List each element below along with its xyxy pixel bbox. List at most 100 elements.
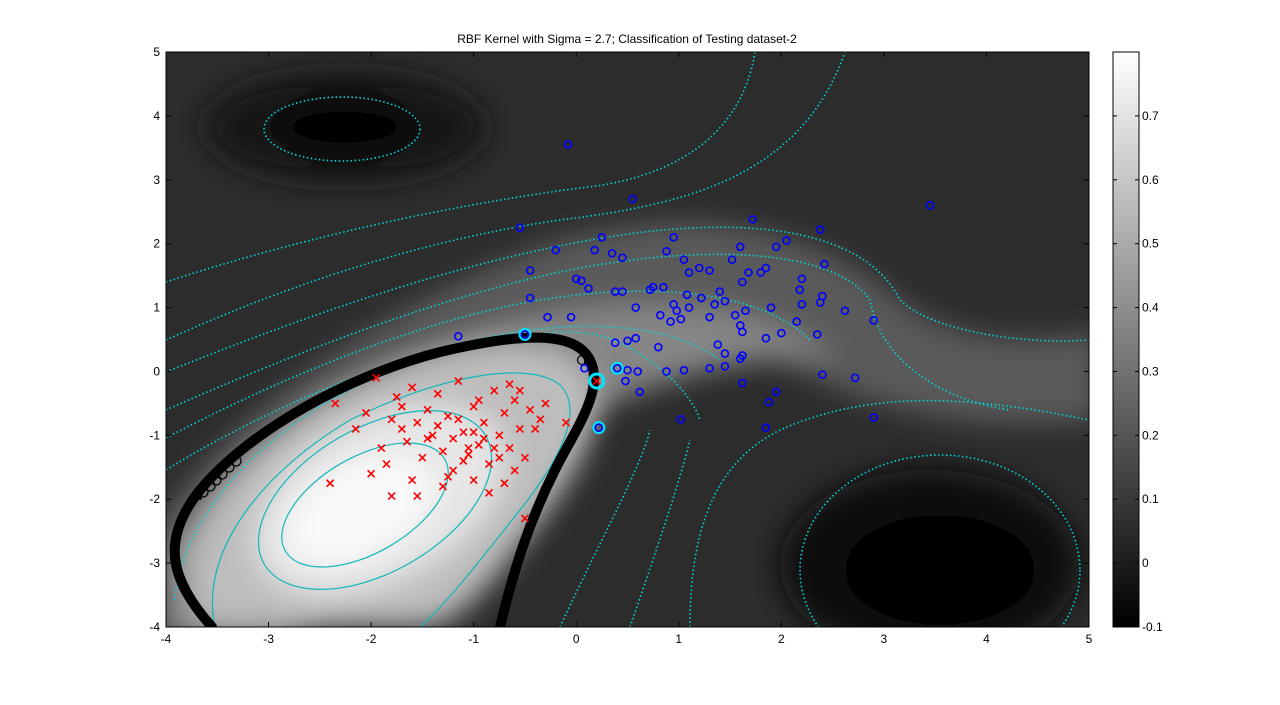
data-point-o xyxy=(764,397,774,407)
data-point-o xyxy=(816,225,825,234)
data-point-x xyxy=(464,450,473,459)
x-tick-label: -4 xyxy=(161,632,172,646)
x-tick-label: 2 xyxy=(778,632,785,646)
data-point-o xyxy=(720,362,730,371)
data-point-x xyxy=(408,383,417,392)
data-point-x xyxy=(500,479,509,488)
data-point-o xyxy=(777,328,786,338)
data-point-x xyxy=(520,453,530,462)
data-point-x xyxy=(443,412,453,421)
data-point-o xyxy=(676,415,686,424)
data-point-x xyxy=(361,408,371,418)
colorbar-tick-label: 0.7 xyxy=(1142,109,1159,123)
data-point-o xyxy=(623,336,632,346)
data-point-o xyxy=(741,306,750,316)
data-point-o xyxy=(584,284,593,293)
colorbar: -0.1 0 0.1 0.2 0.3 0.4 0.5 0.6 0.7 xyxy=(1112,51,1163,634)
data-point-o xyxy=(744,268,753,277)
data-point-o xyxy=(679,365,689,375)
colorbar-tick-label: 0.1 xyxy=(1142,492,1159,506)
data-point-o xyxy=(720,296,730,306)
decision-surface xyxy=(166,52,1089,627)
y-tick-label: 3 xyxy=(153,173,160,187)
data-point-o xyxy=(792,317,802,326)
data-point-x xyxy=(377,444,386,453)
data-point-o xyxy=(756,268,766,277)
data-point-o xyxy=(563,140,573,149)
data-point-x xyxy=(454,415,463,424)
x-axis: -4 -3 -2 -1 0 1 2 3 4 5 xyxy=(161,52,1093,646)
data-point-o xyxy=(515,223,525,232)
data-point-o xyxy=(782,236,791,245)
points-layer xyxy=(326,140,935,523)
support-vector-marker xyxy=(518,327,532,341)
data-point-x xyxy=(402,437,412,446)
y-tick-label: 4 xyxy=(153,109,160,123)
data-point-x xyxy=(459,456,468,465)
data-point-o xyxy=(577,276,586,286)
x-tick-label: 0 xyxy=(573,632,580,646)
data-point-o xyxy=(631,333,641,343)
data-point-o xyxy=(618,253,627,263)
y-tick-label: -1 xyxy=(149,428,160,442)
data-point-x xyxy=(510,396,519,405)
y-axis: -4 -3 -2 -1 0 1 2 3 4 5 xyxy=(149,45,1089,634)
data-point-x xyxy=(505,380,514,389)
data-point-x xyxy=(428,431,437,440)
data-point-o xyxy=(635,387,645,397)
data-point-o xyxy=(818,291,827,301)
data-point-o xyxy=(628,194,637,204)
data-point-o xyxy=(766,303,776,312)
data-point-o xyxy=(653,342,663,352)
data-point-o xyxy=(551,245,561,255)
y-tick-label: 2 xyxy=(153,237,160,251)
data-point-x xyxy=(433,389,442,398)
data-point-o xyxy=(594,423,604,432)
data-point-x xyxy=(459,428,468,437)
y-tick-label: 0 xyxy=(153,364,160,378)
data-point-o xyxy=(453,332,463,341)
x-tick-label: 3 xyxy=(881,632,888,646)
x-tick-label: -1 xyxy=(468,632,479,646)
data-point-o xyxy=(812,330,822,339)
data-point-x xyxy=(464,444,473,453)
data-point-x xyxy=(454,376,463,386)
data-point-o xyxy=(590,245,599,255)
data-point-o xyxy=(571,274,581,284)
colorbar-tick-label: 0 xyxy=(1142,556,1149,570)
x-tick-label: 5 xyxy=(1086,632,1093,646)
data-point-o xyxy=(840,306,850,316)
y-tick-label: -3 xyxy=(149,556,160,570)
data-point-o xyxy=(738,277,747,287)
data-point-x xyxy=(449,466,458,475)
data-point-x xyxy=(387,491,396,501)
data-point-x xyxy=(474,440,483,449)
data-point-o xyxy=(525,293,535,303)
data-point-x xyxy=(561,418,571,427)
data-point-o xyxy=(679,255,689,264)
data-point-o xyxy=(761,333,771,343)
data-point-o xyxy=(682,290,692,300)
x-tick-label: 4 xyxy=(983,632,990,646)
data-point-o xyxy=(715,287,725,296)
data-point-x xyxy=(490,444,499,453)
data-point-o xyxy=(705,312,714,322)
y-tick-label: 5 xyxy=(153,45,160,59)
data-point-x xyxy=(479,418,488,427)
data-point-o xyxy=(684,303,694,312)
data-point-o xyxy=(795,285,805,294)
data-point-o xyxy=(850,373,860,383)
data-point-o xyxy=(869,413,878,422)
data-point-x xyxy=(520,514,530,523)
data-point-o xyxy=(705,266,714,275)
colorbar-gradient xyxy=(1112,51,1140,628)
data-point-x xyxy=(484,488,494,497)
data-point-o xyxy=(720,349,730,358)
data-point-o xyxy=(669,232,678,242)
data-point-x xyxy=(505,444,514,453)
data-point-o xyxy=(771,242,781,252)
data-point-o xyxy=(543,312,552,322)
colorbar-tick-label: 0.2 xyxy=(1142,428,1159,442)
data-point-o xyxy=(645,285,655,294)
